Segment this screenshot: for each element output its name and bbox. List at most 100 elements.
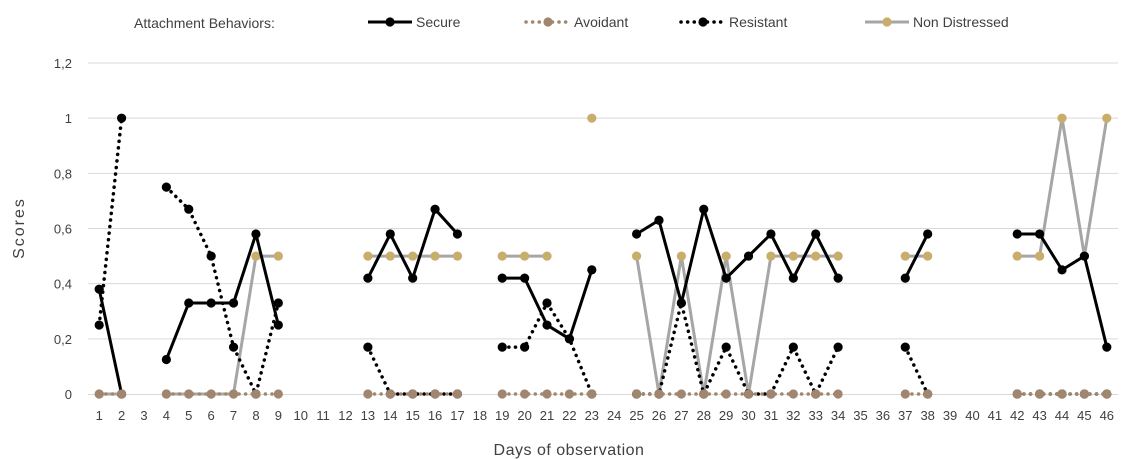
point-avoidant	[631, 389, 642, 399]
point-avoidant	[766, 389, 776, 399]
point-avoidant	[743, 389, 754, 399]
point-non-distressed	[1035, 251, 1045, 261]
point-secure	[94, 284, 104, 294]
point-secure	[452, 229, 463, 239]
point-avoidant	[1057, 389, 1067, 399]
point-secure	[206, 298, 216, 308]
point-avoidant	[564, 389, 575, 399]
legend-item-avoidant: Avoidant	[524, 14, 628, 30]
point-non-distressed	[408, 251, 418, 261]
x-tick-label: 23	[585, 408, 599, 423]
point-secure	[385, 229, 395, 239]
point-resistant	[161, 182, 171, 192]
legend-item-resistant: Resistant	[679, 14, 787, 30]
point-non-distressed	[497, 251, 507, 261]
point-secure	[564, 334, 575, 344]
x-tick-label: 17	[450, 408, 464, 423]
point-non-distressed	[430, 251, 440, 261]
point-secure	[1102, 342, 1112, 352]
point-non-distressed	[251, 251, 261, 261]
legend-marker-resistant	[698, 17, 708, 27]
point-resistant	[900, 342, 910, 352]
point-resistant	[184, 204, 194, 214]
point-non-distressed	[833, 251, 843, 261]
point-avoidant	[1102, 389, 1112, 399]
point-secure	[721, 273, 731, 283]
y-tick-labels: 0 0,2 0,4 0,6 0,8 1 1,2	[54, 56, 72, 402]
point-non-distressed	[676, 251, 686, 261]
x-tick-label: 26	[652, 408, 666, 423]
x-tick-label: 38	[920, 408, 934, 423]
legend-marker-secure	[385, 17, 395, 27]
y-tick-label: 1	[65, 111, 72, 126]
x-tick-label: 37	[898, 408, 912, 423]
y-tick-label: 1,2	[54, 56, 72, 71]
x-tick-label: 36	[876, 408, 890, 423]
legend-item-secure: Secure	[368, 14, 461, 30]
x-tick-label: 30	[741, 408, 755, 423]
x-tick-label: 34	[831, 408, 845, 423]
point-resistant	[721, 342, 731, 352]
legend-marker-avoidant	[543, 17, 553, 27]
x-tick-label: 29	[719, 408, 733, 423]
point-non-distressed	[631, 251, 642, 261]
point-non-distressed	[363, 251, 373, 261]
x-tick-label: 43	[1032, 408, 1046, 423]
x-tick-label: 13	[361, 408, 375, 423]
point-avoidant	[833, 389, 843, 399]
point-non-distressed	[520, 251, 530, 261]
legend-title: Attachment Behaviors:	[134, 15, 275, 31]
point-avoidant	[811, 389, 821, 399]
legend-label-resistant: Resistant	[729, 14, 787, 30]
x-tick-label: 7	[230, 408, 237, 423]
point-secure	[161, 354, 171, 365]
x-tick-label: 15	[405, 408, 419, 423]
x-tick-label: 18	[473, 408, 487, 423]
point-avoidant	[788, 389, 798, 399]
point-avoidant	[273, 389, 283, 399]
point-resistant	[497, 342, 507, 352]
point-secure	[788, 273, 798, 283]
point-non-distressed	[788, 251, 798, 261]
point-avoidant	[251, 389, 261, 399]
point-non-distressed	[273, 251, 283, 261]
point-avoidant	[699, 389, 709, 399]
point-avoidant	[228, 389, 239, 399]
x-tick-label: 46	[1100, 408, 1114, 423]
point-secure	[923, 229, 933, 239]
point-secure	[900, 273, 910, 283]
y-tick-label: 0,4	[54, 277, 72, 292]
series-line-resistant	[164, 185, 281, 396]
series-line-resistant	[634, 301, 840, 396]
series-non-distressed	[94, 113, 1112, 399]
series-line-resistant	[97, 116, 124, 327]
point-secure	[811, 229, 821, 239]
point-non-distressed	[1102, 113, 1112, 123]
x-tick-label: 8	[252, 408, 259, 423]
point-secure	[408, 273, 418, 283]
x-tick-label: 24	[607, 408, 621, 423]
x-tick-label: 2	[118, 408, 125, 423]
legend-item-non-distressed: Non Distressed	[865, 14, 1009, 30]
point-avoidant	[542, 389, 552, 399]
x-tick-label: 1	[96, 408, 103, 423]
point-non-distressed	[452, 251, 463, 261]
point-resistant	[833, 342, 843, 352]
point-avoidant	[452, 389, 463, 399]
point-avoidant	[116, 389, 127, 399]
x-tick-label: 42	[1010, 408, 1024, 423]
x-tick-label: 22	[562, 408, 576, 423]
x-tick-label: 6	[208, 408, 215, 423]
legend: Attachment Behaviors: Secure Avoidant Resi…	[134, 14, 1009, 31]
point-avoidant	[497, 389, 507, 399]
series-line-resistant	[903, 345, 930, 396]
point-resistant	[520, 342, 530, 352]
point-non-distressed	[1057, 113, 1067, 123]
series-line-secure	[1017, 232, 1109, 348]
point-avoidant	[923, 389, 933, 399]
x-tick-label: 35	[853, 408, 867, 423]
point-non-distressed	[385, 251, 395, 261]
x-tick-label: 5	[185, 408, 192, 423]
series-line-secure	[366, 207, 459, 280]
